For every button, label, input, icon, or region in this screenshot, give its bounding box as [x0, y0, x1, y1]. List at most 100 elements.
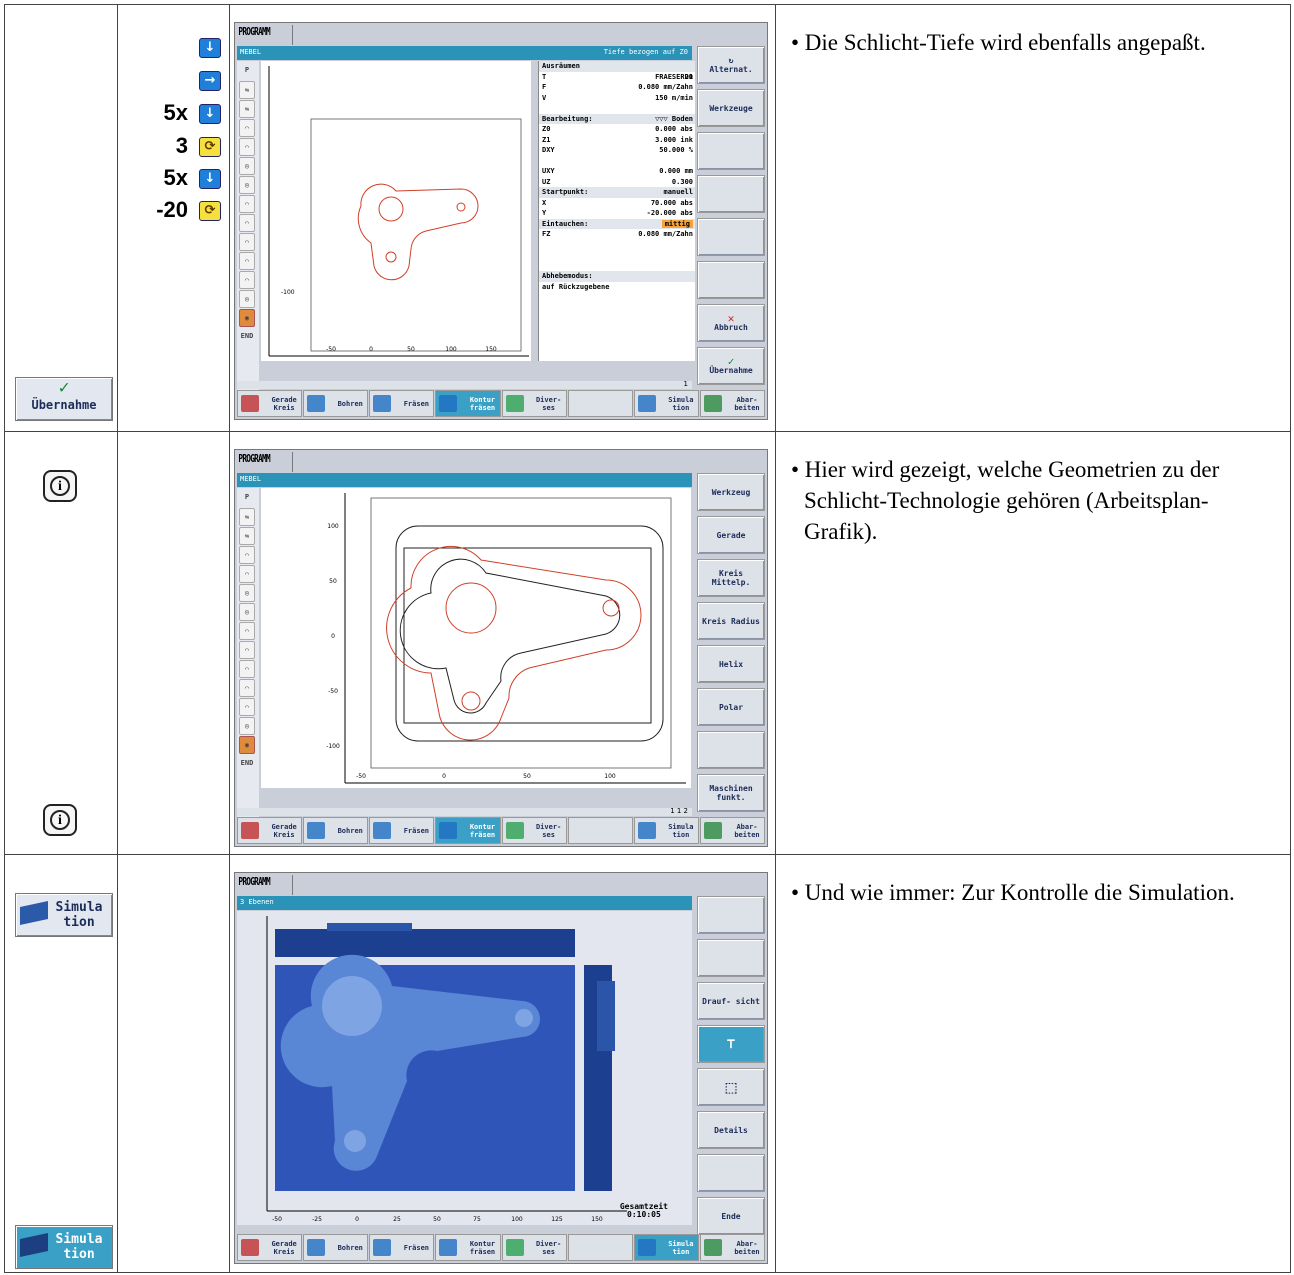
form-value[interactable]: 50.000 %: [567, 145, 693, 156]
program-step-icon[interactable]: ⌒: [239, 679, 255, 697]
vertical-softkey[interactable]: Werkzeug: [697, 473, 765, 511]
form-value[interactable]: mittig: [567, 219, 693, 230]
info-key-icon[interactable]: i: [43, 470, 77, 502]
horizontal-softkey[interactable]: Gerade Kreis: [237, 1234, 303, 1261]
program-step-icon[interactable]: ⇆: [239, 527, 255, 545]
vertical-softkey[interactable]: Kreis Radius: [697, 602, 765, 640]
horizontal-softkey[interactable]: Abar- beiten: [699, 1234, 765, 1261]
program-step-icon[interactable]: ⇆: [239, 508, 255, 526]
horizontal-softkey[interactable]: Simula tion: [633, 1234, 699, 1261]
program-step-icon[interactable]: ◎: [239, 290, 255, 308]
horizontal-softkey[interactable]: Bohren: [303, 1234, 369, 1261]
horizontal-softkey[interactable]: [567, 817, 633, 844]
info-key-icon[interactable]: i: [43, 804, 77, 836]
vertical-softkey[interactable]: ✓ Übernahme: [697, 347, 765, 385]
vertical-softkey[interactable]: Polar: [697, 688, 765, 726]
horizontal-softkey[interactable]: Gerade Kreis: [237, 817, 303, 844]
program-step-icon[interactable]: ◎: [239, 176, 255, 194]
vertical-softkey[interactable]: Werkzeuge: [697, 89, 765, 127]
form-value[interactable]: 0.000 mm: [567, 166, 693, 177]
program-step-icon[interactable]: ◉: [239, 309, 255, 327]
vertical-softkey[interactable]: Gerade: [697, 516, 765, 554]
horizontal-softkey[interactable]: Fräsen: [369, 817, 435, 844]
program-step-icon[interactable]: ⌒: [239, 271, 255, 289]
simulation-key-button[interactable]: Simula tion: [15, 893, 113, 937]
vertical-softkey[interactable]: ↻ Alternat.: [697, 46, 765, 84]
program-step-icon[interactable]: ⌒: [239, 138, 255, 156]
vertical-softkey[interactable]: [697, 896, 765, 934]
program-step-icon[interactable]: ⌒: [239, 119, 255, 137]
horizontal-softkey[interactable]: Diver- ses: [501, 817, 567, 844]
program-step-icon[interactable]: ⌒: [239, 622, 255, 640]
vertical-softkey[interactable]: Drauf- sicht: [697, 982, 765, 1020]
program-step-icon[interactable]: ◎: [239, 584, 255, 602]
uebernahme-key-button[interactable]: ✓ Übernahme: [15, 377, 113, 421]
form-value[interactable]: 0.080 mm/Zahn: [567, 82, 693, 93]
horizontal-softkey[interactable]: Abar- beiten: [699, 390, 765, 417]
vertical-softkey[interactable]: [697, 132, 765, 170]
horizontal-softkey[interactable]: Simula tion: [633, 817, 699, 844]
vertical-softkey[interactable]: ✕ Abbruch: [697, 304, 765, 342]
horizontal-softkey[interactable]: Diver- ses: [501, 390, 567, 417]
program-step-icon[interactable]: ⌒: [239, 565, 255, 583]
horizontal-softkey[interactable]: [567, 390, 633, 417]
vertical-softkey[interactable]: [697, 175, 765, 213]
vertical-softkey[interactable]: [697, 1154, 765, 1192]
horizontal-softkey[interactable]: Simula tion: [633, 390, 699, 417]
form-value[interactable]: 0.080 mm/Zahn: [567, 229, 693, 240]
program-step-icon[interactable]: END: [240, 759, 254, 767]
horizontal-softkey[interactable]: Kontur fräsen: [435, 817, 501, 844]
program-step-icon[interactable]: ◉: [239, 736, 255, 754]
program-step-icon[interactable]: ⌒: [239, 660, 255, 678]
vertical-softkey[interactable]: Ende: [697, 1197, 765, 1235]
vertical-softkey[interactable]: ⊤: [697, 1025, 765, 1063]
vertical-softkey[interactable]: Helix: [697, 645, 765, 683]
vertical-softkey[interactable]: Details: [697, 1111, 765, 1149]
program-step-icon[interactable]: ⌒: [239, 195, 255, 213]
program-step-icon[interactable]: ⌒: [239, 252, 255, 270]
program-step-icon[interactable]: ◎: [239, 717, 255, 735]
horizontal-softkey[interactable]: Gerade Kreis: [237, 390, 303, 417]
program-step-icon[interactable]: ⌒: [239, 698, 255, 716]
form-value[interactable]: 150 m/min: [567, 92, 693, 103]
form-value[interactable]: -20.000 abs: [567, 208, 693, 219]
horizontal-softkey[interactable]: Diver- ses: [501, 1234, 567, 1261]
program-step-icon[interactable]: ⌒: [239, 233, 255, 251]
program-step-icon[interactable]: ⇆: [239, 81, 255, 99]
form-value-highlight[interactable]: mittig: [661, 219, 693, 228]
vertical-softkey[interactable]: [697, 261, 765, 299]
vertical-softkey[interactable]: Maschinen funkt.: [697, 774, 765, 812]
horizontal-softkey[interactable]: Abar- beiten: [699, 817, 765, 844]
form-value[interactable]: 3.000 ink: [567, 134, 693, 145]
vertical-softkey[interactable]: ⬚: [697, 1068, 765, 1106]
view-name: 3 Ebenen: [240, 898, 274, 906]
vertical-softkey[interactable]: [697, 731, 765, 769]
horizontal-softkey[interactable]: Kontur fräsen: [435, 390, 501, 417]
horizontal-softkey[interactable]: Kontur fräsen: [435, 1234, 501, 1261]
simulation-key-button-active[interactable]: Simula tion: [15, 1225, 113, 1269]
program-step-icon[interactable]: ◎: [239, 157, 255, 175]
vertical-softkey[interactable]: [697, 218, 765, 256]
form-value[interactable]: ▽▽▽ Boden: [655, 114, 693, 123]
program-step-icon[interactable]: P: [244, 66, 250, 74]
vertical-softkey[interactable]: [697, 939, 765, 977]
program-step-icon[interactable]: ⌒: [239, 214, 255, 232]
horizontal-softkey[interactable]: Bohren: [303, 390, 369, 417]
form-value[interactable]: FRAESER20: [567, 71, 693, 82]
form-value[interactable]: 0.000 abs: [567, 124, 693, 135]
program-step-icon[interactable]: ⇆: [239, 100, 255, 118]
horizontal-softkey[interactable]: Bohren: [303, 817, 369, 844]
horizontal-softkey[interactable]: Fräsen: [369, 390, 435, 417]
horizontal-softkey[interactable]: Fräsen: [369, 1234, 435, 1261]
form-value[interactable]: 70.000 abs: [567, 197, 693, 208]
program-step-icon[interactable]: END: [240, 332, 254, 340]
horizontal-softkey[interactable]: [567, 1234, 633, 1261]
form-value[interactable]: manuell: [663, 188, 693, 196]
program-step-icon[interactable]: P: [244, 493, 250, 501]
vertical-softkey[interactable]: Kreis Mittelp.: [697, 559, 765, 597]
program-step-icon[interactable]: ◎: [239, 603, 255, 621]
program-step-icon[interactable]: ⌒: [239, 546, 255, 564]
program-step-icon[interactable]: ⌒: [239, 641, 255, 659]
form-value[interactable]: 0.300: [567, 176, 693, 187]
axis-tick-label: 100: [511, 1216, 523, 1223]
